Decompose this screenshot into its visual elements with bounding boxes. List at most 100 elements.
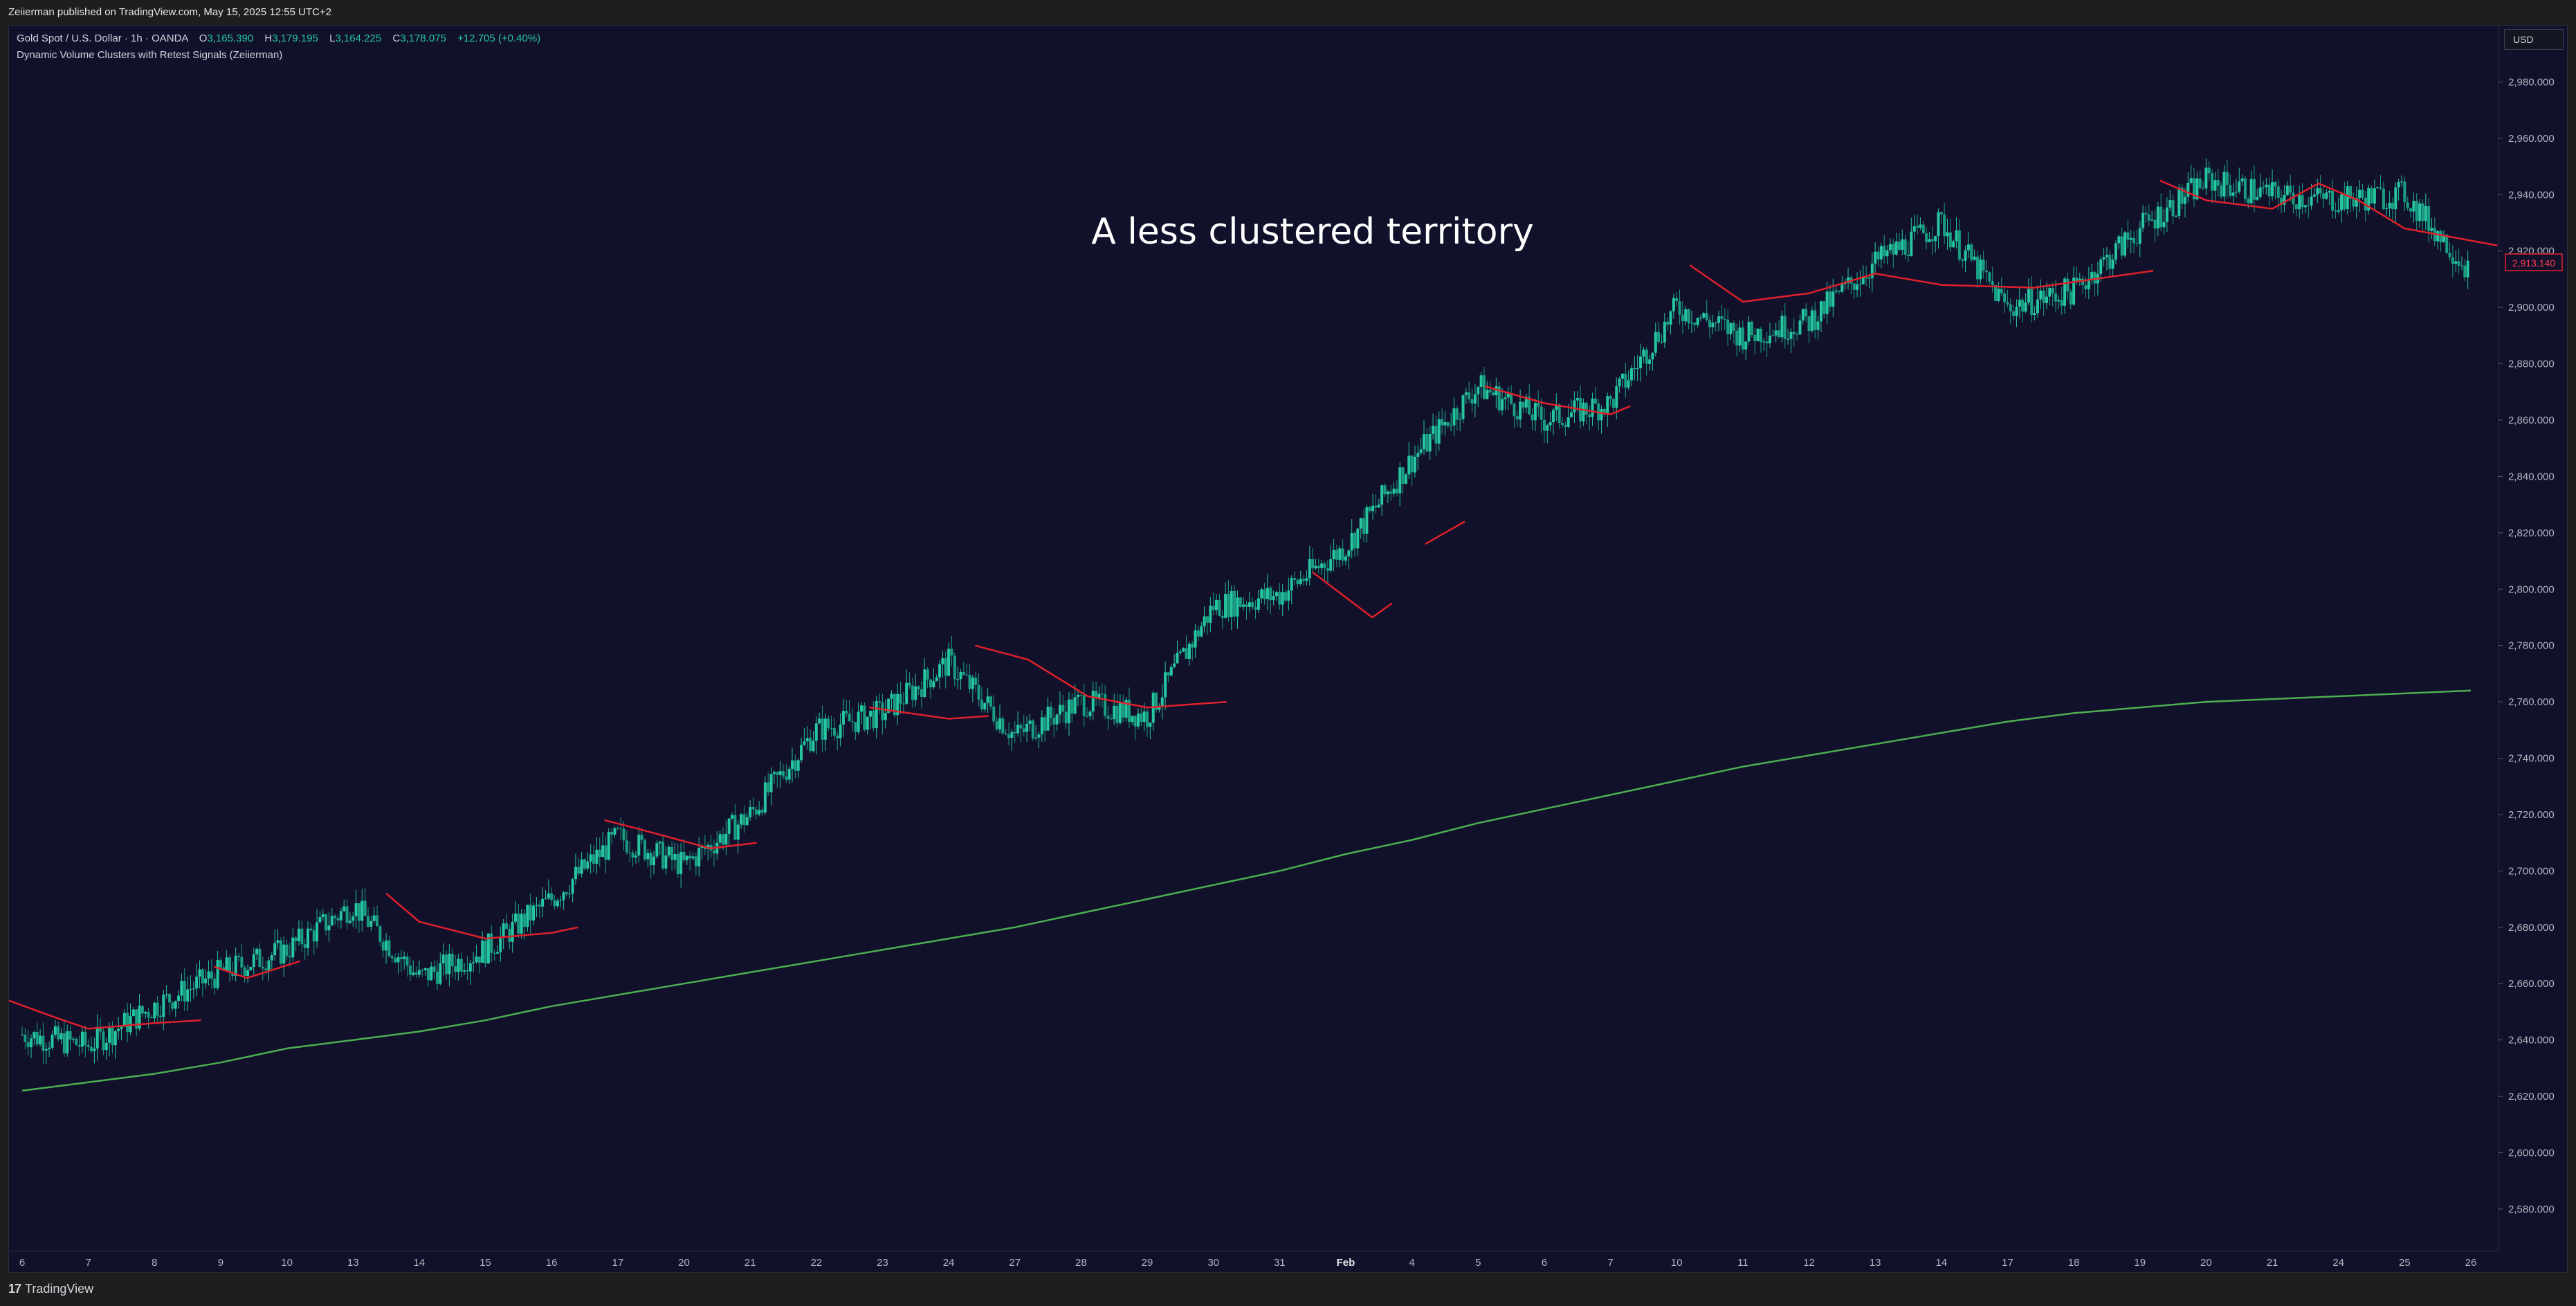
candle-body	[1675, 298, 1679, 302]
candle-body	[941, 658, 944, 664]
candle-body	[1413, 456, 1416, 473]
candle-body	[216, 960, 219, 988]
candle-body	[1142, 711, 1146, 722]
candle-body	[318, 916, 322, 923]
candle-body	[950, 649, 953, 656]
candle-body	[1805, 309, 1808, 317]
candle-body	[1810, 310, 1814, 331]
candle-body	[1100, 693, 1104, 695]
candle-body	[237, 955, 241, 957]
candle-body	[1127, 700, 1131, 723]
candle-body	[827, 718, 830, 729]
candle-body	[1242, 604, 1245, 607]
candle-body	[1696, 318, 1699, 325]
candle-body	[2183, 197, 2186, 204]
candle-body	[186, 989, 190, 1002]
candle-body	[1600, 408, 1603, 421]
y-tick-label: 2,620.000	[2508, 1091, 2555, 1103]
candle-body	[772, 772, 776, 774]
candle-body	[2117, 236, 2121, 244]
candle-body	[2211, 173, 2214, 191]
candle-body	[787, 768, 791, 780]
candle-body	[1443, 421, 1447, 426]
candle-body	[264, 968, 268, 970]
candle-body	[1140, 713, 1143, 722]
candle-body	[1410, 455, 1414, 473]
candle-body	[911, 685, 914, 700]
candle-body	[1215, 599, 1218, 610]
candle-body	[1278, 592, 1281, 605]
candle-body	[550, 893, 554, 900]
candle-body	[712, 850, 715, 854]
currency-button[interactable]: USD	[2504, 29, 2564, 50]
candle-body	[821, 718, 824, 740]
candle-body	[1744, 341, 1748, 350]
x-tick-label: 24	[943, 1257, 955, 1269]
high-key: H	[264, 33, 273, 44]
y-tick-label: 2,880.000	[2508, 359, 2555, 370]
candle-body	[1524, 397, 1528, 408]
candle-body	[1814, 310, 1817, 330]
candle-body	[1209, 606, 1212, 623]
candle-body	[1067, 699, 1070, 723]
candle-body	[2213, 180, 2217, 191]
candle-body	[1019, 725, 1023, 729]
candle-body	[1428, 433, 1432, 452]
candle-body	[1407, 455, 1411, 475]
candle-body	[971, 677, 974, 689]
candle-body	[1221, 615, 1224, 618]
candle-body	[1049, 706, 1052, 718]
candle-body	[1852, 283, 1856, 290]
candle-body	[1043, 717, 1047, 731]
candle-body	[120, 1026, 123, 1029]
candle-body	[1001, 718, 1005, 734]
candle-body	[2054, 293, 2058, 302]
candle-body	[2439, 230, 2442, 242]
candle-body	[2144, 212, 2148, 215]
candle-body	[2373, 188, 2376, 204]
candle-body	[2274, 182, 2277, 187]
candle-body	[902, 703, 905, 705]
candle-body	[2415, 201, 2418, 221]
candle-body	[1919, 224, 1922, 228]
candle-body	[625, 840, 628, 853]
candle-body	[1497, 386, 1501, 410]
candle-body	[300, 928, 304, 945]
candle-body	[607, 832, 610, 860]
indicator-label[interactable]: Dynamic Volume Clusters with Retest Sign…	[17, 49, 283, 61]
candle-body	[1912, 226, 1916, 232]
candle-body	[1368, 507, 1371, 511]
candle-body	[1389, 491, 1393, 494]
candle-body	[1146, 711, 1149, 727]
candle-body	[2457, 261, 2460, 266]
candle-body	[1230, 590, 1233, 617]
candle-body	[1158, 705, 1161, 710]
candle-body	[153, 1002, 156, 1019]
candle-body	[1955, 230, 1958, 242]
time-axis: 6 7 8 9 10 13 14 15 16 17 20 21 22 23 24 27 28 29 30 31 Feb 4…	[19, 1257, 2477, 1269]
candle-body	[980, 699, 983, 709]
candle-body	[68, 1031, 72, 1040]
cluster-level-line	[604, 819, 757, 850]
candle-body	[1344, 556, 1347, 561]
x-tick-label: 31	[1274, 1257, 1286, 1269]
candle-body	[1928, 239, 1931, 242]
candle-body	[1750, 321, 1753, 335]
x-tick-label: 27	[1009, 1257, 1021, 1269]
tradingview-brand[interactable]: 17 TradingView	[8, 1282, 93, 1296]
x-tick-label: 29	[1142, 1257, 1153, 1269]
footer-bar: 17 TradingView	[0, 1273, 2576, 1306]
candle-body	[1660, 341, 1663, 343]
candle-body	[1341, 548, 1344, 561]
x-tick-label: 22	[810, 1257, 822, 1269]
candle-body	[959, 672, 962, 680]
candle-body	[1191, 644, 1194, 648]
candle-body	[285, 944, 289, 956]
candle-body	[598, 849, 601, 858]
x-tick-label: 6	[1542, 1257, 1547, 1269]
y-tick-label: 2,860.000	[2508, 415, 2555, 426]
candle-body	[80, 1031, 84, 1047]
candle-body	[1205, 616, 1209, 623]
candle-body	[165, 994, 168, 995]
